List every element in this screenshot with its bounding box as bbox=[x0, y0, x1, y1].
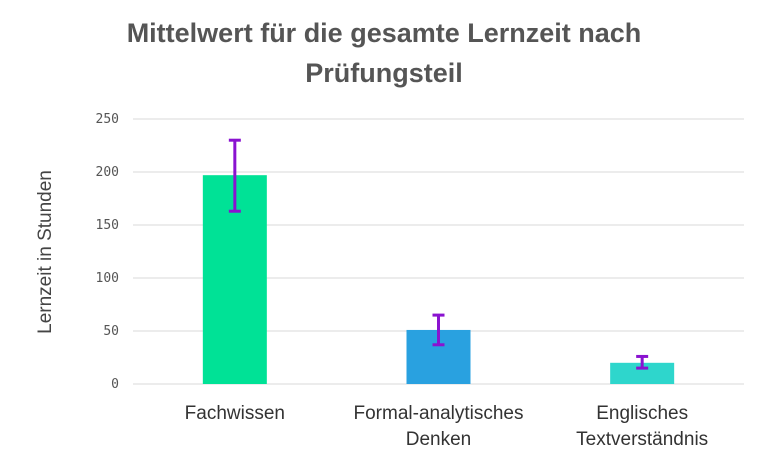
error-bar bbox=[636, 354, 649, 370]
chart-title-line-1: Mittelwert für die gesamte Lernzeit nach bbox=[127, 18, 642, 48]
x-tick-label: Denken bbox=[406, 429, 472, 450]
chart-title-line-2: Prüfungsteil bbox=[305, 58, 463, 88]
x-tick-label: Englisches bbox=[596, 403, 688, 424]
y-tick-label: 150 bbox=[96, 218, 119, 233]
bars bbox=[202, 175, 675, 384]
error-bar bbox=[432, 313, 445, 347]
y-tick-label: 50 bbox=[103, 324, 119, 339]
x-tick-label: Textverständnis bbox=[576, 429, 708, 450]
x-tick-label: Formal-analytisches bbox=[354, 403, 524, 424]
y-tick-label: 0 bbox=[111, 377, 119, 392]
y-axis-ticks: 0 50 100 150 200 250 bbox=[96, 112, 119, 392]
bar bbox=[610, 362, 675, 384]
y-axis-label: Lernzeit in Stunden bbox=[35, 170, 56, 334]
error-bars bbox=[228, 138, 649, 370]
x-tick-label: Fachwissen bbox=[185, 403, 285, 424]
y-tick-label: 250 bbox=[96, 112, 119, 127]
y-tick-label: 200 bbox=[96, 165, 119, 180]
y-tick-label: 100 bbox=[96, 271, 119, 286]
x-axis-ticks: Fachwissen Formal-analytisches Denken Engli… bbox=[185, 403, 709, 450]
error-bar bbox=[228, 138, 241, 213]
